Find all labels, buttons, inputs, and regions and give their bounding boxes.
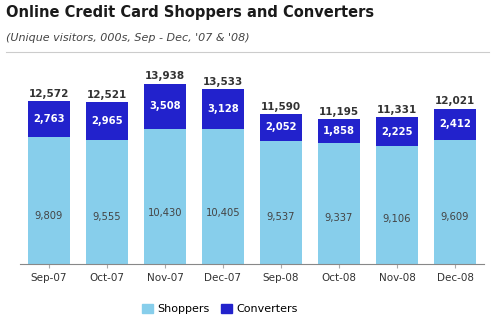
Bar xyxy=(260,141,302,264)
Text: 11,590: 11,590 xyxy=(261,102,301,112)
Text: 1,858: 1,858 xyxy=(323,126,355,136)
Bar xyxy=(376,117,418,146)
Text: 2,763: 2,763 xyxy=(33,114,65,124)
Text: 13,533: 13,533 xyxy=(203,77,243,87)
Bar xyxy=(28,101,70,137)
Bar xyxy=(144,84,186,129)
Bar xyxy=(86,102,128,141)
Text: 2,965: 2,965 xyxy=(91,116,123,126)
Legend: Shoppers, Converters: Shoppers, Converters xyxy=(137,299,302,318)
Text: (Unique visitors, 000s, Sep - Dec, '07 & '08): (Unique visitors, 000s, Sep - Dec, '07 &… xyxy=(6,33,250,43)
Text: 9,106: 9,106 xyxy=(383,214,411,224)
Bar xyxy=(376,146,418,264)
Bar xyxy=(318,119,360,143)
Text: 13,938: 13,938 xyxy=(145,72,185,81)
Text: 9,337: 9,337 xyxy=(325,213,353,223)
Bar xyxy=(318,143,360,264)
Bar xyxy=(260,114,302,141)
Bar xyxy=(434,108,476,140)
Bar xyxy=(144,129,186,264)
Text: 2,225: 2,225 xyxy=(381,127,413,137)
Text: 11,195: 11,195 xyxy=(319,107,359,117)
Text: Online Credit Card Shoppers and Converters: Online Credit Card Shoppers and Converte… xyxy=(6,5,375,20)
Bar xyxy=(28,137,70,264)
Bar xyxy=(202,129,244,264)
Text: 12,021: 12,021 xyxy=(435,96,475,106)
Text: 9,537: 9,537 xyxy=(267,212,295,222)
Text: 9,809: 9,809 xyxy=(35,211,63,221)
Bar xyxy=(86,141,128,264)
Bar xyxy=(434,140,476,264)
Text: 11,331: 11,331 xyxy=(377,105,417,115)
Text: 3,128: 3,128 xyxy=(207,104,239,114)
Text: 2,412: 2,412 xyxy=(439,119,471,129)
Text: 3,508: 3,508 xyxy=(149,101,181,112)
Text: 10,405: 10,405 xyxy=(206,208,241,218)
Text: 12,572: 12,572 xyxy=(29,89,69,99)
Text: 2,052: 2,052 xyxy=(265,122,297,132)
Bar xyxy=(202,89,244,129)
Text: 9,609: 9,609 xyxy=(441,212,469,222)
Text: 9,555: 9,555 xyxy=(93,212,121,222)
Text: 12,521: 12,521 xyxy=(87,90,127,100)
Text: 10,430: 10,430 xyxy=(148,208,182,218)
